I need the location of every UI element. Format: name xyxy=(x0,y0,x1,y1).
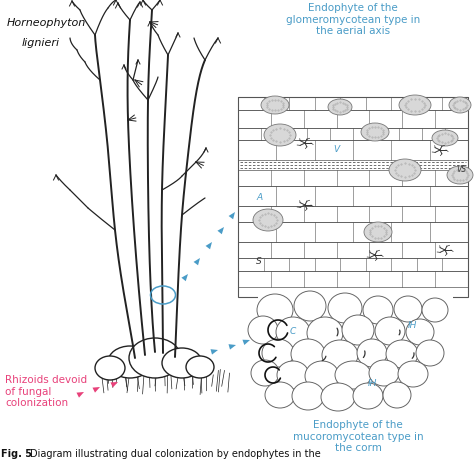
Ellipse shape xyxy=(357,339,387,367)
Text: IH: IH xyxy=(408,320,418,330)
Ellipse shape xyxy=(262,339,294,367)
Polygon shape xyxy=(92,387,100,393)
Ellipse shape xyxy=(342,315,374,345)
Ellipse shape xyxy=(322,340,358,370)
Polygon shape xyxy=(228,344,236,349)
Text: C: C xyxy=(290,327,296,337)
Ellipse shape xyxy=(386,340,418,368)
Polygon shape xyxy=(193,258,200,265)
Polygon shape xyxy=(243,340,250,345)
Text: Diagram illustrating dual colonization by endophytes in the: Diagram illustrating dual colonization b… xyxy=(30,449,321,459)
Ellipse shape xyxy=(328,99,352,115)
Ellipse shape xyxy=(257,294,293,326)
Ellipse shape xyxy=(328,293,362,323)
Ellipse shape xyxy=(398,361,428,387)
Polygon shape xyxy=(206,242,212,249)
Ellipse shape xyxy=(406,319,434,345)
Ellipse shape xyxy=(369,360,399,386)
Ellipse shape xyxy=(265,382,295,408)
Polygon shape xyxy=(110,382,118,388)
Ellipse shape xyxy=(276,317,310,347)
Ellipse shape xyxy=(277,361,309,389)
Ellipse shape xyxy=(321,383,355,411)
Ellipse shape xyxy=(394,296,422,322)
Ellipse shape xyxy=(95,356,125,380)
Polygon shape xyxy=(228,212,235,219)
Text: Endophyte of the
mucoromycotean type in
the corm: Endophyte of the mucoromycotean type in … xyxy=(292,420,423,453)
Ellipse shape xyxy=(253,209,283,231)
Text: S: S xyxy=(256,258,262,266)
Ellipse shape xyxy=(248,316,278,344)
Ellipse shape xyxy=(292,382,324,410)
Ellipse shape xyxy=(399,95,431,115)
Ellipse shape xyxy=(307,317,343,349)
Ellipse shape xyxy=(389,159,421,181)
Polygon shape xyxy=(76,392,84,398)
Ellipse shape xyxy=(186,356,214,378)
Ellipse shape xyxy=(261,96,289,114)
Ellipse shape xyxy=(353,383,383,409)
Ellipse shape xyxy=(129,338,181,378)
Polygon shape xyxy=(182,274,188,281)
Ellipse shape xyxy=(375,317,405,345)
Ellipse shape xyxy=(416,340,444,366)
Polygon shape xyxy=(210,349,218,355)
Ellipse shape xyxy=(383,382,411,408)
Text: IH: IH xyxy=(368,378,377,388)
Ellipse shape xyxy=(335,361,371,389)
Ellipse shape xyxy=(162,348,202,378)
Ellipse shape xyxy=(449,97,471,113)
Ellipse shape xyxy=(264,124,296,146)
Ellipse shape xyxy=(361,123,389,141)
Text: V: V xyxy=(333,144,339,154)
Ellipse shape xyxy=(432,130,458,146)
Text: Endophyte of the
glomeromycotean type in
the aerial axis: Endophyte of the glomeromycotean type in… xyxy=(286,3,420,36)
Ellipse shape xyxy=(108,346,152,378)
Text: Horneophyton: Horneophyton xyxy=(7,18,86,28)
Ellipse shape xyxy=(447,166,473,184)
Text: Fig. 5: Fig. 5 xyxy=(1,449,32,459)
Text: lignieri: lignieri xyxy=(22,38,60,48)
Polygon shape xyxy=(218,227,224,234)
Ellipse shape xyxy=(363,296,393,324)
Ellipse shape xyxy=(291,339,325,369)
Bar xyxy=(258,295,453,413)
Ellipse shape xyxy=(294,291,326,321)
Text: VS: VS xyxy=(457,165,467,175)
Text: A: A xyxy=(256,193,262,201)
Ellipse shape xyxy=(305,361,339,391)
Ellipse shape xyxy=(251,360,279,386)
Ellipse shape xyxy=(422,298,448,322)
Bar xyxy=(238,97,468,297)
Text: Rhizoids devoid
of fungal
colonization: Rhizoids devoid of fungal colonization xyxy=(5,375,87,408)
Ellipse shape xyxy=(364,222,392,242)
